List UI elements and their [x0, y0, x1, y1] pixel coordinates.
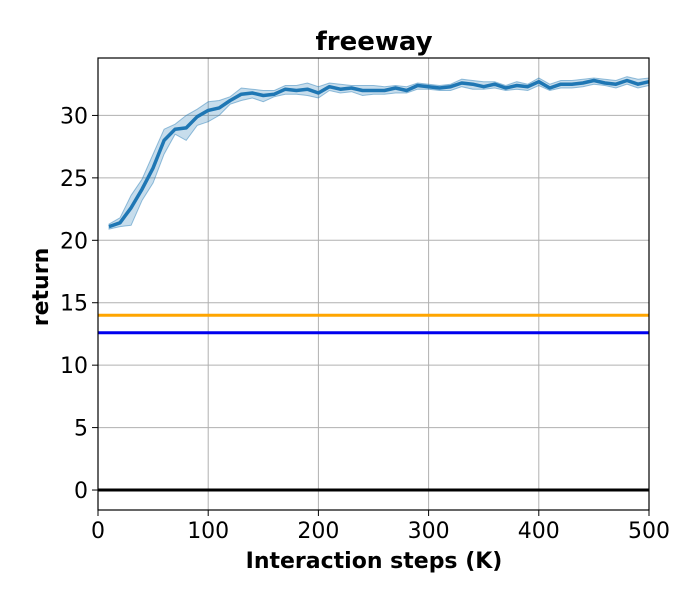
- x-tick-label: 300: [408, 519, 450, 544]
- chart-title: freeway: [315, 27, 432, 57]
- x-axis-label: Interaction steps (K): [246, 549, 503, 574]
- y-ticks: 0 5 10 15 20 25 30: [60, 104, 98, 504]
- x-tick-label: 200: [297, 519, 339, 544]
- plot-frame: [97, 57, 650, 511]
- x-tick-label: 100: [187, 519, 229, 544]
- y-tick-label: 25: [60, 167, 88, 192]
- y-tick-label: 10: [60, 354, 88, 379]
- series-line: [108, 78, 650, 229]
- reference-lines: [98, 313, 649, 492]
- x-tick-label: 0: [91, 519, 105, 544]
- y-tick-label: 5: [74, 417, 88, 442]
- x-tick-label: 400: [518, 519, 560, 544]
- y-tick-label: 30: [60, 104, 88, 129]
- y-axis-label: return: [29, 248, 54, 326]
- y-tick-label: 15: [60, 292, 88, 317]
- series-lines: [108, 78, 650, 229]
- x-tick-label: 500: [628, 519, 670, 544]
- y-tick-label: 0: [74, 479, 88, 504]
- y-tick-label: 20: [60, 229, 88, 254]
- confidence-band: [108, 76, 650, 230]
- x-ticks: 0 100 200 300 400 500: [91, 510, 670, 544]
- confidence-bands: [108, 76, 650, 230]
